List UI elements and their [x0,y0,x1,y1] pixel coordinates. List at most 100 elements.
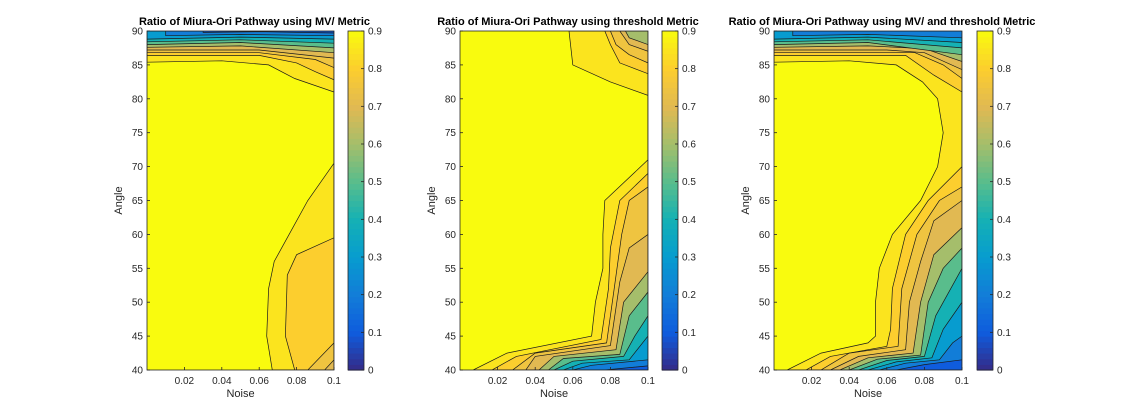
colorbar-segment [662,98,678,106]
y-tick-label: 60 [759,230,771,241]
colorbar-segment [977,268,993,275]
colorbar-segment [662,59,678,66]
colorbar-segment [977,149,993,156]
x-tick-label: 0.1 [955,376,969,387]
colorbar-tick-label: 0.2 [368,290,382,301]
colorbar-segment [348,364,364,371]
colorbar-segment [662,87,678,94]
colorbar-segment [977,172,993,179]
colorbar-segment [348,189,364,196]
colorbar-segment [662,341,678,348]
colorbar-segment [662,132,678,139]
colorbar-tick-label: 0.3 [682,253,696,264]
colorbar-segment [977,81,993,89]
colorbar-segment [348,268,364,275]
x-tick-label: 0.02 [488,376,508,387]
colorbar-segment [348,121,364,128]
colorbar-segment [977,245,993,252]
x-axis-label: Noise [854,388,882,400]
colorbar-segment [977,330,993,337]
colorbar-segment [977,273,993,281]
y-tick-label: 85 [759,60,771,71]
colorbar-segment [348,217,364,224]
colorbar-segment [662,31,678,38]
colorbar-segment [662,36,678,43]
colorbar-segment [977,47,993,55]
colorbar-segment [977,279,993,286]
y-tick-label: 90 [759,27,771,38]
y-tick-label: 80 [445,94,457,105]
colorbar-segment [977,138,993,145]
x-axis-label: Noise [226,388,254,400]
colorbar-segment [348,353,364,360]
colorbar-segment [977,228,993,235]
colorbar-segment [662,149,678,156]
colorbar-segment [348,194,364,202]
colorbar-segment [348,358,364,365]
colorbar-segment [662,217,678,224]
colorbar-segment [662,223,678,230]
colorbar-tick-label: 0.8 [368,64,382,75]
x-tick-label: 0.02 [802,376,822,387]
colorbar-segment [977,290,993,298]
colorbar-segment [348,42,364,49]
colorbar-segment [348,273,364,281]
contour-level-0_8 [147,31,334,370]
colorbar-segment [977,70,993,77]
colorbar-segment [662,47,678,55]
colorbar: 0 0.1 0.2 0.3 0.4 0.5 0.6 0.7 0.8 0.9 [661,27,696,377]
colorbar-segment [348,347,364,354]
colorbar-segment [348,166,364,173]
colorbar-segment [348,279,364,286]
x-tick-label: 0.04 [212,376,232,387]
colorbar-segment [977,64,993,72]
colorbar-tick-label: 0.4 [368,215,382,226]
x-tick-label: 0.08 [287,376,307,387]
colorbar-segment [348,149,364,156]
x-tick-label: 0.06 [249,376,269,387]
colorbar-tick-label: 0 [682,366,688,377]
colorbar-segment [662,144,678,151]
colorbar-segment [977,296,993,303]
subplot-2: 0.02 0.04 0.06 0.08 0.1 40 45 50 55 60 65 70 75 80 85 9… [426,16,699,400]
colorbar-segment [977,127,993,134]
y-tick-label: 55 [759,264,771,275]
colorbar-segment [977,177,993,185]
colorbar-segment [662,330,678,337]
colorbar-segment [348,257,364,264]
contour-level-0_75 [147,31,334,370]
colorbar-tick-label: 0.2 [997,290,1011,301]
colorbar-frame [347,30,365,371]
colorbar-segment [977,211,993,219]
colorbar-segment [977,240,993,247]
colorbar: 0 0.1 0.2 0.3 0.4 0.5 0.6 0.7 0.8 0.9 [347,27,382,377]
colorbar-segment [977,364,993,371]
colorbar-segment [348,76,364,83]
colorbar: 0 0.1 0.2 0.3 0.4 0.5 0.6 0.7 0.8 0.9 [976,27,1011,377]
colorbar-segment [977,234,993,241]
colorbar-segment [348,31,364,38]
colorbar-segment [662,257,678,264]
colorbar-segment [977,319,993,326]
colorbar-tick-label: 0.5 [682,177,696,188]
colorbar-segment [662,358,678,365]
x-tick-label: 0.1 [641,376,655,387]
colorbar-segment [662,324,678,332]
contour-level-0_2 [792,31,962,370]
colorbar-segment [348,285,364,292]
y-tick-label: 75 [759,128,771,139]
colorbar-segment [977,76,993,83]
colorbar-segment [977,144,993,151]
y-tick-label: 70 [445,162,457,173]
colorbar-segment [662,155,678,162]
colorbar-segment [662,302,678,309]
colorbar-segment [348,115,364,122]
colorbar-segment [348,302,364,309]
x-tick-label: 0.08 [601,376,621,387]
y-tick-label: 65 [759,196,771,207]
y-tick-label: 75 [445,128,457,139]
colorbar-segment [977,251,993,258]
contour-level-0_3 [774,31,962,370]
colorbar-tick-label: 0.4 [682,215,696,226]
